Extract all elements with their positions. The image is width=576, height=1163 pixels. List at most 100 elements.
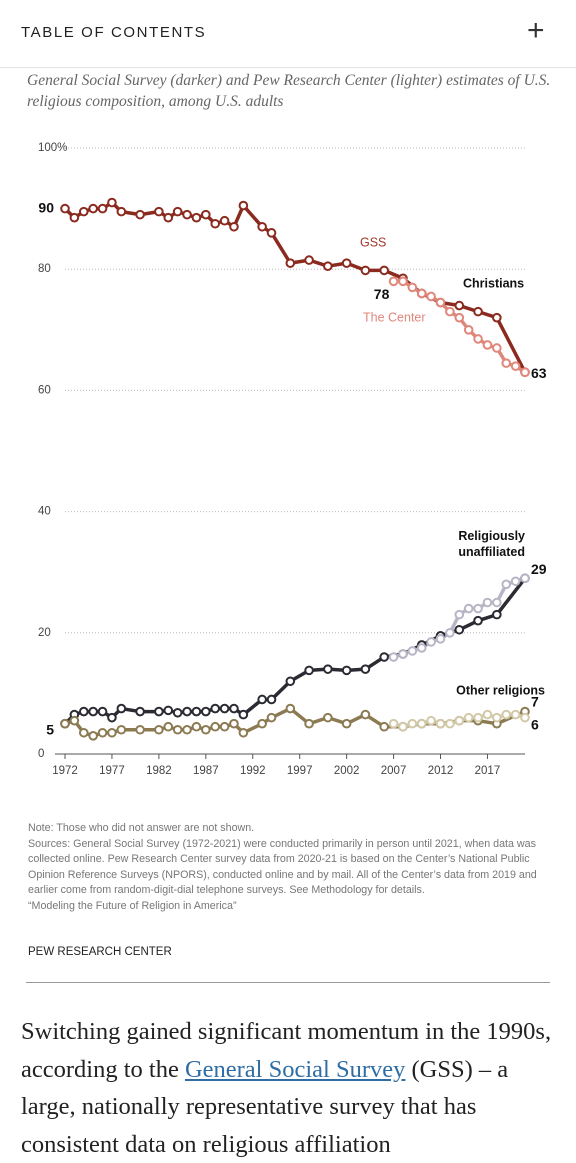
- data-point: [473, 306, 483, 317]
- data-point: [445, 628, 455, 638]
- data-point: [154, 724, 164, 735]
- note: “Modeling the Future of Religion in Amer…: [28, 899, 237, 912]
- data-point: [454, 300, 465, 311]
- data-point: [398, 721, 408, 732]
- data-point: [501, 579, 512, 590]
- data-point: [341, 665, 352, 676]
- data-point: [323, 261, 333, 271]
- data-point: [482, 597, 493, 608]
- data-point: [238, 200, 249, 211]
- y-tick-label: 100%: [38, 142, 67, 154]
- data-point: [323, 664, 333, 674]
- data-point: [182, 724, 192, 735]
- data-point: [520, 712, 530, 723]
- chart-notes: Note: Those who did not answer are not s…: [28, 821, 548, 914]
- data-point: [172, 724, 183, 735]
- x-tick-label: 2012: [428, 765, 454, 777]
- data-label: 29: [531, 561, 547, 577]
- data-point: [88, 706, 98, 717]
- data-point: [407, 646, 418, 656]
- data-point: [69, 715, 80, 726]
- data-label: 63: [531, 365, 547, 381]
- data-point: [416, 643, 427, 653]
- data-point: [229, 718, 239, 729]
- data-point: [398, 649, 408, 659]
- data-point: [135, 209, 145, 220]
- group-label: Other religions: [456, 683, 545, 697]
- data-point: [388, 718, 399, 729]
- data-point: [454, 624, 465, 635]
- source-label: The Center: [363, 310, 426, 324]
- header-title: TABLE OF CONTENTS: [21, 24, 207, 41]
- data-point: [163, 721, 174, 732]
- data-point: [482, 709, 493, 720]
- data-point: [341, 258, 352, 268]
- article-paragraph: Switching gained significant momentum in…: [21, 1013, 566, 1163]
- data-label: 78: [374, 286, 390, 302]
- data-point: [154, 206, 164, 217]
- x-tick-label: 1997: [287, 765, 313, 777]
- data-point: [78, 727, 89, 738]
- data-point: [285, 258, 296, 268]
- data-point: [78, 206, 89, 217]
- data-point: [172, 206, 183, 217]
- source-label: GSS: [360, 235, 386, 249]
- data-point: [191, 721, 202, 732]
- group-label: Religiously unaffiliated: [458, 529, 525, 559]
- x-tick-label: 1992: [240, 765, 266, 777]
- data-point: [69, 212, 80, 223]
- data-point: [379, 265, 389, 276]
- data-point: [116, 206, 127, 217]
- note: Sources: General Social Survey (1972-202…: [28, 837, 537, 897]
- data-point: [97, 203, 108, 214]
- data-point: [492, 712, 502, 723]
- data-point: [520, 573, 530, 584]
- data-point: [482, 340, 493, 350]
- data-point: [520, 367, 530, 378]
- header-bar: TABLE OF CONTENTS +: [0, 0, 576, 68]
- data-point: [172, 707, 183, 718]
- data-point: [388, 276, 399, 287]
- data-point: [210, 721, 221, 732]
- data-point: [473, 712, 483, 723]
- data-point: [360, 664, 371, 674]
- series-line: [63, 200, 527, 374]
- x-tick-label: 1982: [146, 765, 172, 777]
- data-point: [266, 694, 277, 705]
- data-point: [492, 609, 502, 620]
- data-point: [210, 703, 221, 714]
- data-label: 6: [531, 716, 539, 732]
- data-point: [454, 312, 465, 323]
- data-point: [163, 212, 174, 223]
- data-point: [407, 718, 418, 729]
- x-tick-label: 2002: [334, 765, 360, 777]
- data-point: [257, 694, 267, 705]
- data-point: [238, 727, 249, 738]
- article-link[interactable]: General Social Survey: [184, 1055, 406, 1083]
- data-point: [407, 282, 418, 293]
- data-point: [201, 209, 211, 220]
- expand-button[interactable]: +: [527, 14, 545, 47]
- data-point: [492, 343, 502, 353]
- data-point: [379, 721, 389, 732]
- data-point: [107, 712, 117, 723]
- data-point: [463, 603, 474, 614]
- x-tick-label: 2017: [475, 765, 501, 777]
- data-point: [398, 276, 408, 287]
- data-point: [107, 197, 117, 208]
- data-point: [426, 637, 436, 647]
- article-text: (GSS) – a large, nationally representati…: [21, 1055, 509, 1158]
- data-point: [210, 218, 221, 229]
- data-point: [463, 712, 474, 723]
- data-point: [492, 312, 502, 323]
- data-point: [323, 712, 333, 723]
- data-point: [116, 703, 127, 714]
- note: Note: Those who did not answer are not s…: [28, 822, 255, 834]
- x-tick-label: 1987: [193, 765, 219, 777]
- data-point: [285, 676, 296, 687]
- chart-title: General Social Survey (darker) and Pew R…: [27, 72, 551, 110]
- data-point: [463, 325, 474, 335]
- data-point: [88, 203, 98, 214]
- x-tick-label: 2007: [381, 765, 407, 777]
- data-point: [154, 706, 164, 717]
